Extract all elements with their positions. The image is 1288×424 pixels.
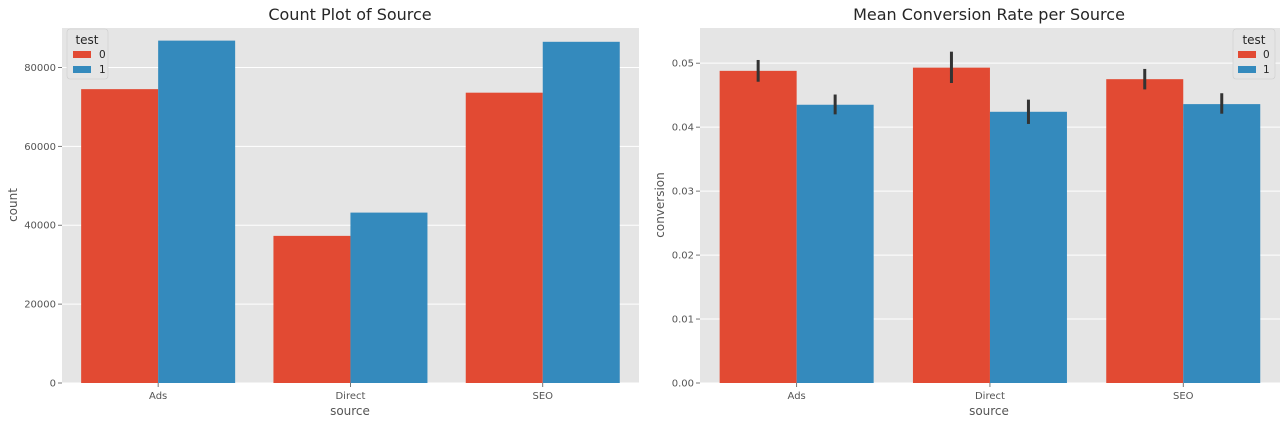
count-plot-legend: test 0 1 (66, 28, 109, 80)
conversion-plot-x-tick-label: Direct (975, 391, 1005, 402)
count-plot-x-tick-label: SEO (532, 391, 553, 402)
conversion-plot-legend-title: test (1242, 33, 1265, 47)
conversion-plot-y-tick-label: 0.03 (672, 187, 694, 198)
count-plot-bar-seo-1 (542, 41, 620, 384)
conversion-plot-bar-seo-1 (1183, 104, 1261, 383)
conversion-plot-y-tick-label: 0.00 (672, 379, 694, 390)
count-plot-bar-seo-0 (465, 92, 543, 383)
count-plot-title: Count Plot of Source (268, 5, 431, 24)
conversion-plot-bar-direct-1 (989, 111, 1067, 384)
conversion-plot-legend: test 0 1 (1232, 28, 1276, 80)
conversion-plot-bar-seo-0 (1106, 79, 1184, 383)
conversion-plot-title: Mean Conversion Rate per Source (853, 5, 1125, 24)
conversion-plot-y-tick-label: 0.05 (672, 59, 694, 70)
count-plot-y-tick-label: 40000 (24, 221, 56, 232)
conversion-plot-y-tick-label: 0.04 (672, 123, 694, 134)
conversion-plot-legend-swatch-1 (1238, 66, 1256, 73)
count-plot-y-ticks: 0 20000 40000 60000 80000 (24, 63, 62, 390)
conversion-plot: 0.00 0.01 0.02 0.03 0.04 0.05 Ads Direct SEO Me… (653, 5, 1280, 418)
count-plot-bar-ads-0 (81, 89, 159, 383)
conversion-plot-error-bars (756, 51, 1224, 124)
count-plot-y-label: count (6, 188, 20, 222)
count-plot-x-ticks: Ads Direct SEO (149, 383, 553, 402)
conversion-plot-y-tick-label: 0.02 (672, 251, 694, 262)
count-plot-legend-label-1: 1 (99, 64, 106, 76)
count-plot-y-tick-label: 20000 (24, 300, 56, 311)
conversion-plot-y-label: conversion (653, 172, 667, 238)
count-plot-bar-ads-1 (158, 40, 236, 383)
conversion-plot-legend-swatch-0 (1238, 51, 1256, 58)
count-plot-legend-swatch-0 (73, 51, 91, 58)
conversion-plot-bar-ads-0 (719, 70, 797, 383)
count-plot-x-tick-label: Ads (149, 391, 167, 402)
count-plot-y-tick-label: 0 (50, 379, 56, 390)
count-plot-y-tick-label: 60000 (24, 142, 56, 153)
count-plot-legend-swatch-1 (73, 66, 91, 73)
conversion-plot-legend-label-0: 0 (1263, 49, 1270, 61)
conversion-plot-y-ticks: 0.00 0.01 0.02 0.03 0.04 0.05 (672, 59, 700, 390)
conversion-plot-y-tick-label: 0.01 (672, 315, 694, 326)
count-plot-legend-label-0: 0 (99, 49, 106, 61)
count-plot-x-label: source (330, 404, 370, 418)
count-plot: 0 20000 40000 60000 80000 Ads Direct SEO Count… (6, 5, 639, 418)
count-plot-bar-direct-1 (350, 212, 428, 383)
conversion-plot-x-tick-label: SEO (1173, 391, 1194, 402)
conversion-plot-bar-ads-1 (796, 104, 874, 383)
count-plot-legend-title: test (75, 33, 98, 47)
conversion-plot-bar-direct-0 (912, 67, 990, 383)
count-plot-x-tick-label: Direct (335, 391, 365, 402)
count-plot-y-tick-label: 80000 (24, 63, 56, 74)
conversion-plot-x-label: source (969, 404, 1009, 418)
count-plot-bar-direct-0 (273, 235, 351, 383)
conversion-plot-bars (719, 67, 1261, 384)
conversion-plot-x-ticks: Ads Direct SEO (788, 383, 1194, 402)
conversion-plot-x-tick-label: Ads (788, 391, 806, 402)
conversion-plot-legend-label-1: 1 (1263, 64, 1270, 76)
count-plot-bars (81, 40, 620, 384)
